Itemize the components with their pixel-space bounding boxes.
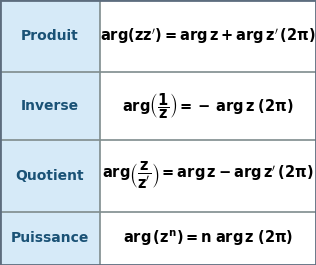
Text: Inverse: Inverse [21, 99, 79, 113]
Text: $\mathbf{arg \left(\dfrac{1}{z}\right) = -\, arg\, z\;(2\pi)}$: $\mathbf{arg \left(\dfrac{1}{z}\right) =… [122, 91, 294, 121]
Bar [0, 140, 100, 212]
Bar [0, 212, 100, 265]
Bar [100, 0, 316, 72]
Bar [0, 72, 100, 140]
Text: Produit: Produit [21, 29, 79, 43]
Text: $\mathbf{arg(zz') = arg\, z + arg\, z'\,(2\pi)}$: $\mathbf{arg(zz') = arg\, z + arg\, z'\,… [100, 26, 316, 46]
Bar [100, 212, 316, 265]
Bar [100, 140, 316, 212]
Bar [100, 72, 316, 140]
Text: $\mathbf{arg \left(\dfrac{z}{z'}\right) = arg\, z - arg\, z'\,(2\pi)}$: $\mathbf{arg \left(\dfrac{z}{z'}\right) … [102, 161, 313, 191]
Text: $\mathbf{arg\,(z^n) = n\; arg\, z\;(2\pi)}$: $\mathbf{arg\,(z^n) = n\; arg\, z\;(2\pi… [123, 229, 293, 248]
Text: Quotient: Quotient [15, 169, 84, 183]
Text: Puissance: Puissance [10, 232, 89, 245]
Bar [0, 0, 100, 72]
